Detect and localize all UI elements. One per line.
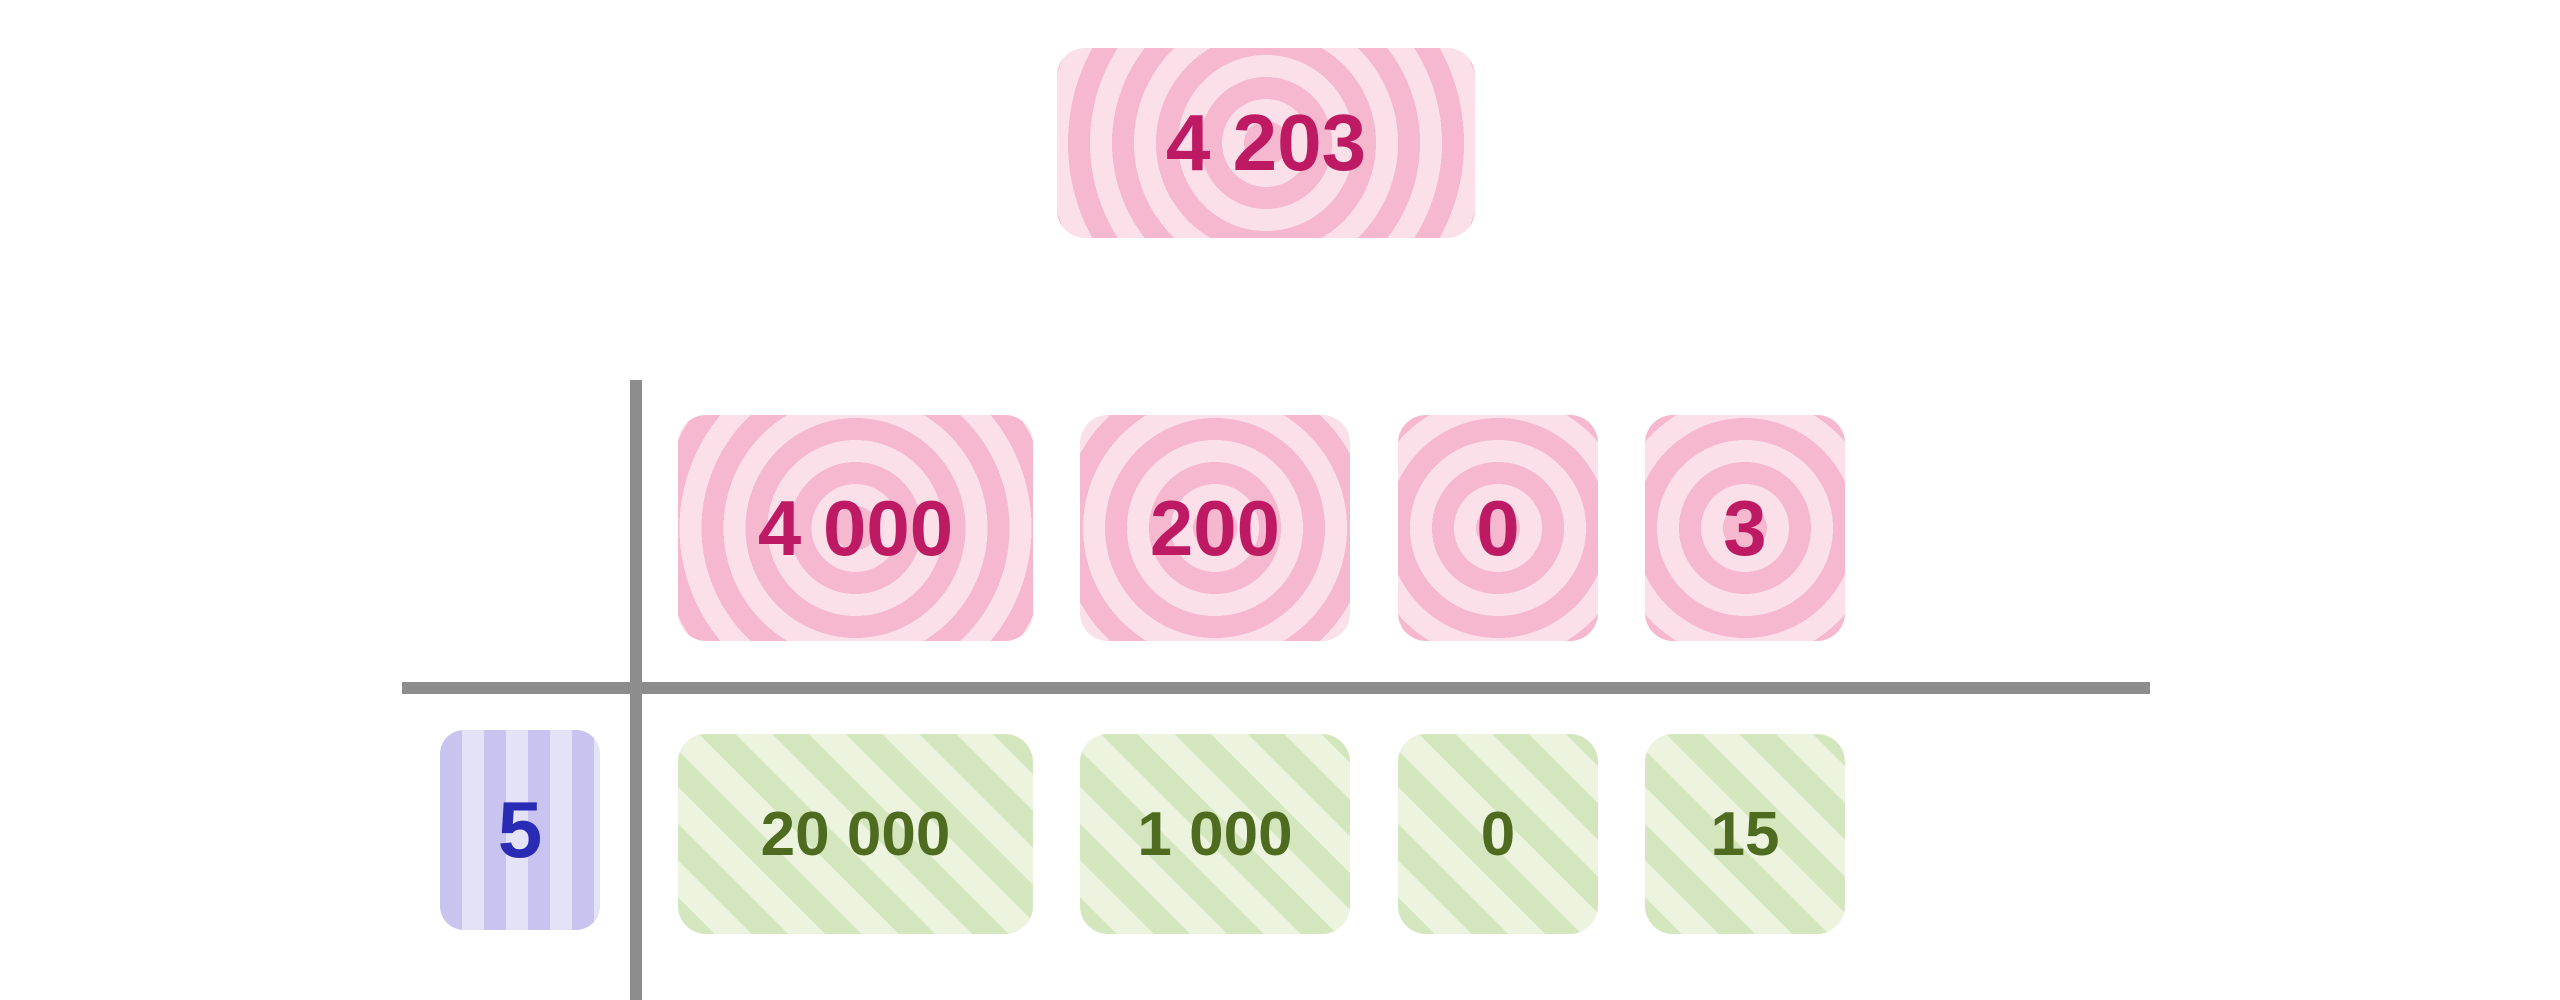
product-tile: 20 000 — [678, 734, 1033, 934]
diagram-stage: 4 203 5 4 000 20 000 200 1 000 0 0 3 15 — [0, 0, 2560, 1000]
place-value-tile: 3 — [1645, 415, 1845, 641]
product-tile: 0 — [1398, 734, 1598, 934]
place-value-tile: 200 — [1080, 415, 1350, 641]
product-tile: 15 — [1645, 734, 1845, 934]
place-value-tile: 4 000 — [678, 415, 1033, 641]
multiplier-tile: 5 — [440, 730, 600, 930]
grid-line-horizontal — [402, 682, 2150, 694]
header-number-tile: 4 203 — [1057, 48, 1475, 238]
product-tile: 1 000 — [1080, 734, 1350, 934]
place-value-tile: 0 — [1398, 415, 1598, 641]
